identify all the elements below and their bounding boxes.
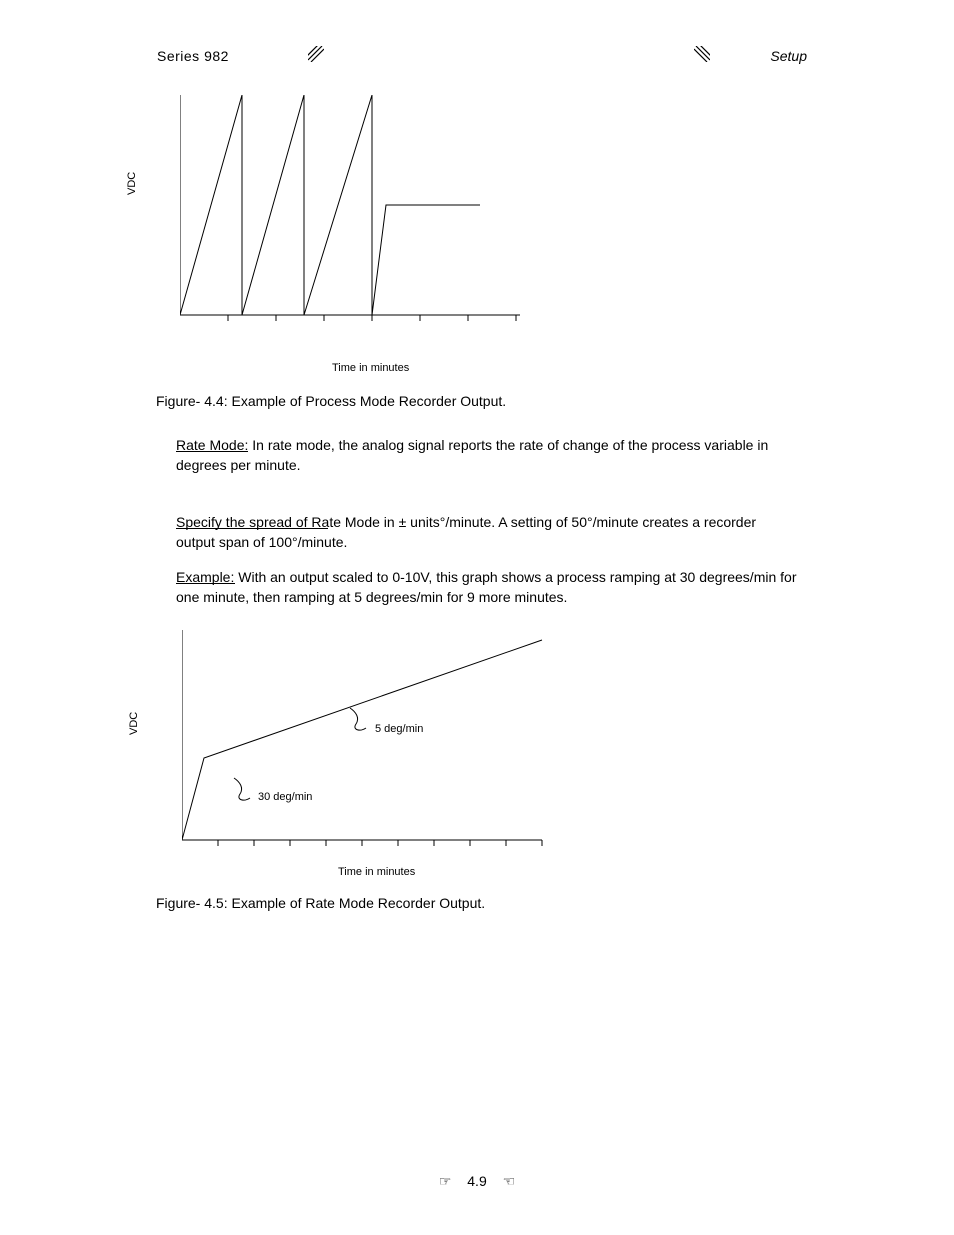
example-body: : With an output scaled to 0-10V, this g… bbox=[176, 569, 796, 605]
chart1-x-axis-title: Time in minutes bbox=[332, 362, 409, 374]
spec-paragraph: Specify the spread of Rate Mode in ± uni… bbox=[176, 512, 796, 552]
header-series: Series 982 bbox=[157, 48, 229, 64]
page-footer: ☞ 4.9 ☜ bbox=[0, 1173, 954, 1190]
chart-process-mode bbox=[180, 95, 540, 345]
chart-rate-mode bbox=[182, 630, 562, 870]
annotation-5deg: 5 deg/min bbox=[375, 723, 423, 735]
chart2-caption: Figure- 4.5: Example of Rate Mode Record… bbox=[156, 895, 485, 911]
annotation-30deg: 30 deg/min bbox=[258, 791, 312, 803]
page-root: Series 982 Setup bbox=[0, 0, 954, 1235]
hatch-icon bbox=[308, 46, 324, 67]
chart1-y-axis-title: VDC bbox=[126, 172, 138, 195]
pointing-hand-right-icon: ☞ bbox=[439, 1173, 452, 1190]
chart1-caption: Figure- 4.4: Example of Process Mode Rec… bbox=[156, 393, 506, 409]
underline bbox=[176, 583, 235, 584]
underline bbox=[176, 451, 248, 452]
underline bbox=[176, 528, 328, 529]
chart2-x-axis-title: Time in minutes bbox=[338, 866, 415, 878]
chart2-y-axis-title: VDC bbox=[128, 712, 140, 735]
pointing-hand-left-icon: ☜ bbox=[503, 1173, 516, 1190]
header-section: Setup bbox=[770, 48, 807, 64]
hatch-icon bbox=[694, 46, 710, 67]
spec-text-2: units bbox=[406, 514, 439, 530]
rate-mode-paragraph: Rate Mode: In rate mode, the analog sign… bbox=[176, 435, 816, 475]
spec-text-3: /minute. A setting of 50 bbox=[445, 514, 587, 530]
spec-text-5: /minute. bbox=[298, 534, 348, 550]
rate-mode-body: : In rate mode, the analog signal report… bbox=[176, 437, 768, 473]
example-paragraph: Example: With an output scaled to 0-10V,… bbox=[176, 567, 816, 607]
page-number: 4.9 bbox=[467, 1173, 486, 1189]
